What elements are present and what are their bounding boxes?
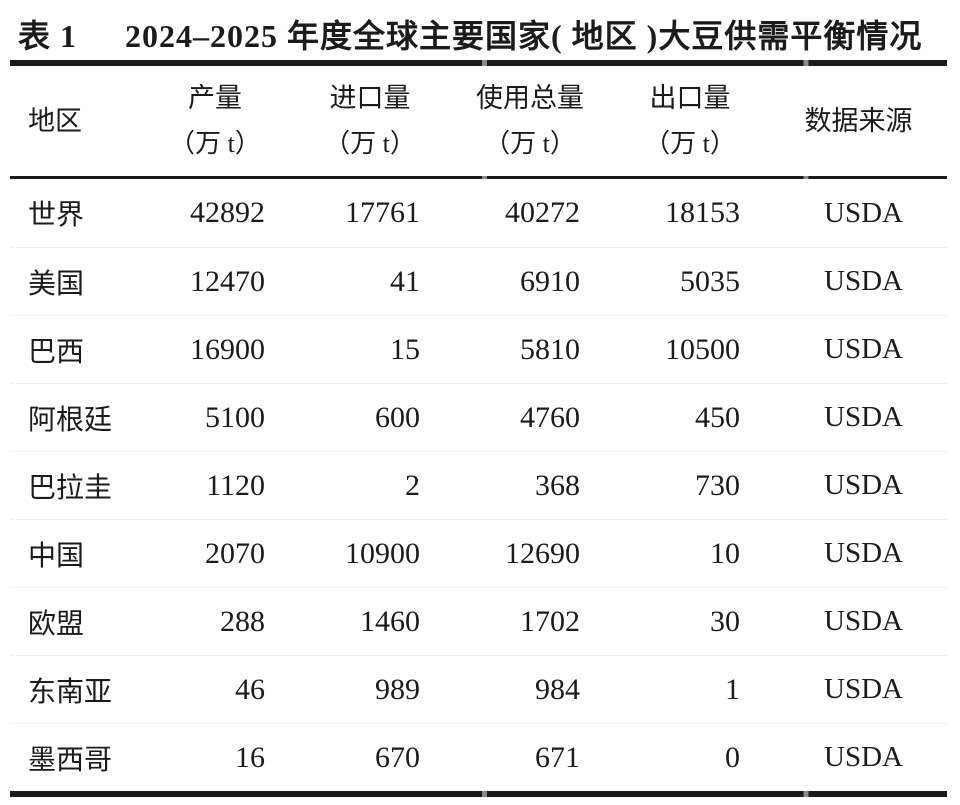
region-cell: 欧盟 [28, 608, 85, 640]
table-header-rule [10, 176, 947, 179]
source-cell: USDA [824, 469, 903, 501]
production-cell: 1120 [206, 468, 265, 502]
header-region: 地区 [28, 105, 82, 136]
production-cell: 12470 [190, 264, 265, 298]
table-row: 美国 12470 41 6910 5035 USDA [10, 247, 947, 315]
source-cell: USDA [824, 265, 903, 297]
table-row: 东南亚 46 989 984 1 USDA [10, 655, 947, 723]
table-header-row: 地区 产量 （万 t） 进口量 （万 t） 使用总量 （万 t） 出口量 （万 … [10, 66, 947, 176]
table-row: 阿根廷 5100 600 4760 450 USDA [10, 383, 947, 451]
header-total-use-unit: （万 t） [484, 128, 576, 158]
table-top-rule [10, 60, 947, 66]
exports-cell: 730 [695, 468, 740, 502]
header-production-unit: （万 t） [169, 128, 261, 158]
total-use-cell: 12690 [505, 536, 580, 570]
region-cell: 美国 [28, 268, 85, 300]
header-imports-unit: （万 t） [324, 128, 416, 158]
total-use-cell: 4760 [520, 400, 580, 434]
table-bottom-rule [10, 791, 947, 797]
region-cell: 阿根廷 [28, 404, 113, 436]
table-row: 欧盟 288 1460 1702 30 USDA [10, 587, 947, 655]
imports-cell: 41 [390, 264, 420, 298]
production-cell: 16 [235, 740, 265, 774]
imports-cell: 17761 [345, 196, 420, 229]
table-row: 墨西哥 16 670 671 0 USDA [10, 723, 947, 791]
source-cell: USDA [824, 196, 903, 229]
exports-cell: 10 [710, 536, 740, 570]
imports-cell: 1460 [360, 604, 420, 638]
exports-cell: 450 [695, 400, 740, 434]
imports-cell: 600 [375, 400, 420, 434]
production-cell: 5100 [205, 400, 265, 434]
source-cell: USDA [824, 333, 903, 365]
total-use-cell: 6910 [520, 264, 580, 298]
region-cell: 世界 [28, 200, 85, 231]
total-use-cell: 368 [535, 468, 580, 502]
header-exports-label: 出口量 [649, 83, 731, 114]
production-cell: 42892 [190, 196, 265, 229]
table-row: 世界 42892 17761 40272 18153 USDA [10, 179, 947, 247]
total-use-cell: 40272 [505, 196, 580, 229]
header-exports-unit: （万 t） [644, 128, 736, 158]
table-number-label: 表 1 [18, 18, 78, 54]
header-total-use: 使用总量 （万 t） [450, 75, 610, 166]
source-cell: USDA [824, 401, 903, 433]
header-imports: 进口量 （万 t） [290, 75, 450, 166]
header-production-label: 产量 [188, 83, 242, 114]
production-cell: 46 [235, 672, 265, 706]
total-use-cell: 671 [535, 740, 580, 774]
header-imports-label: 进口量 [329, 83, 411, 114]
total-use-cell: 5810 [520, 332, 580, 366]
source-cell: USDA [824, 673, 903, 705]
region-cell: 巴西 [28, 336, 85, 368]
production-cell: 288 [220, 604, 265, 638]
production-cell: 16900 [190, 332, 265, 366]
total-use-cell: 984 [535, 672, 580, 706]
table-row: 巴拉圭 1120 2 368 730 USDA [10, 451, 947, 519]
table-row: 中国 2070 10900 12690 10 USDA [10, 519, 947, 587]
table-title-text: 2024–2025 年度全球主要国家( 地区 )大豆供需平衡情况 [125, 18, 923, 54]
table-row: 巴西 16900 15 5810 10500 USDA [10, 315, 947, 383]
source-cell: USDA [824, 605, 903, 637]
header-exports: 出口量 （万 t） [610, 75, 770, 166]
header-total-use-label: 使用总量 [476, 83, 584, 114]
imports-cell: 989 [375, 672, 420, 706]
table-title: 表 1 2024–2025 年度全球主要国家( 地区 )大豆供需平衡情况 [0, 0, 960, 60]
production-cell: 2070 [205, 536, 265, 570]
region-cell: 东南亚 [28, 676, 113, 708]
table-body: 世界 42892 17761 40272 18153 USDA 美国 12470… [10, 179, 947, 791]
soybean-supply-demand-table: 地区 产量 （万 t） 进口量 （万 t） 使用总量 （万 t） 出口量 （万 … [10, 60, 947, 797]
total-use-cell: 1702 [520, 604, 580, 638]
exports-cell: 5035 [680, 264, 740, 298]
header-production: 产量 （万 t） [140, 75, 290, 166]
exports-cell: 30 [710, 604, 740, 638]
exports-cell: 10500 [665, 332, 740, 366]
region-cell: 墨西哥 [28, 744, 113, 776]
source-cell: USDA [824, 537, 903, 569]
imports-cell: 2 [405, 468, 420, 502]
imports-cell: 15 [390, 332, 420, 366]
source-cell: USDA [824, 741, 903, 773]
exports-cell: 1 [725, 672, 740, 706]
imports-cell: 10900 [345, 536, 420, 570]
region-cell: 中国 [28, 540, 85, 572]
imports-cell: 670 [375, 740, 420, 774]
exports-cell: 18153 [665, 196, 740, 229]
region-cell: 巴拉圭 [28, 472, 113, 504]
exports-cell: 0 [725, 740, 740, 774]
header-source: 数据来源 [804, 105, 913, 136]
